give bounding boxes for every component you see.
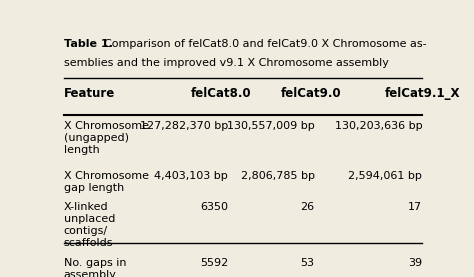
Text: Table 1.: Table 1. <box>64 39 112 48</box>
Text: 2,594,061 bp: 2,594,061 bp <box>348 171 422 181</box>
Text: 127,282,370 bp: 127,282,370 bp <box>140 121 228 131</box>
Text: 26: 26 <box>301 202 315 212</box>
Text: No. gaps in
assembly: No. gaps in assembly <box>64 258 126 277</box>
Text: 130,203,636 bp: 130,203,636 bp <box>335 121 422 131</box>
Text: 39: 39 <box>408 258 422 268</box>
Text: 5592: 5592 <box>200 258 228 268</box>
Text: 6350: 6350 <box>200 202 228 212</box>
Text: semblies and the improved v9.1 X Chromosome assembly: semblies and the improved v9.1 X Chromos… <box>64 58 389 68</box>
Text: Comparison of felCat8.0 and felCat9.0 X Chromosome as-: Comparison of felCat8.0 and felCat9.0 X … <box>98 39 427 48</box>
Text: felCat9.0: felCat9.0 <box>281 86 341 99</box>
Text: felCat9.1_X: felCat9.1_X <box>384 86 460 99</box>
Text: Feature: Feature <box>64 86 115 99</box>
Text: X Chromosome
gap length: X Chromosome gap length <box>64 171 149 193</box>
Text: 2,806,785 bp: 2,806,785 bp <box>241 171 315 181</box>
Text: X-linked
unplaced
contigs/
scaffolds: X-linked unplaced contigs/ scaffolds <box>64 202 115 248</box>
Text: 17: 17 <box>408 202 422 212</box>
Text: felCat8.0: felCat8.0 <box>191 86 251 99</box>
Text: 53: 53 <box>301 258 315 268</box>
Text: X Chromosome
(ungapped)
length: X Chromosome (ungapped) length <box>64 121 149 155</box>
Text: 4,403,103 bp: 4,403,103 bp <box>155 171 228 181</box>
Text: 130,557,009 bp: 130,557,009 bp <box>227 121 315 131</box>
